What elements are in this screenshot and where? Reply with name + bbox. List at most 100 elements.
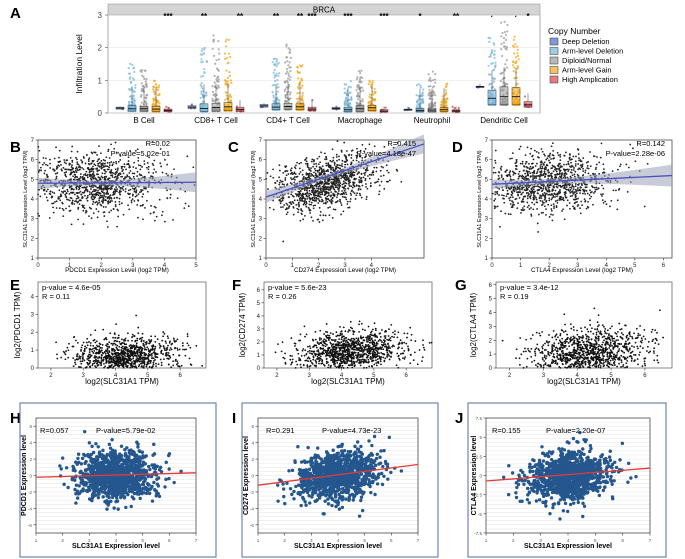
data-point: [86, 185, 88, 188]
data-point: [217, 58, 221, 61]
data-point: [546, 157, 549, 160]
data-point: [90, 162, 93, 165]
data-point: [584, 192, 587, 195]
data-point: [313, 187, 316, 190]
data-point: [349, 163, 352, 166]
data-point: [527, 186, 530, 189]
data-point: [76, 150, 79, 153]
data-point: [370, 83, 373, 86]
data-point: [293, 181, 296, 184]
data-point: [108, 177, 111, 180]
data-point: [131, 172, 134, 175]
data-point: [88, 193, 91, 196]
data-point: [97, 186, 100, 189]
data-point: [95, 185, 97, 188]
data-point: [544, 154, 546, 157]
data-point: [361, 98, 364, 101]
data-point: [515, 168, 518, 171]
data-point: [541, 200, 544, 202]
data-point: [320, 167, 323, 170]
data-point: [212, 99, 215, 102]
data-point: [139, 204, 142, 207]
data-point: [579, 192, 581, 194]
data-point: [528, 162, 530, 165]
data-point: [318, 206, 321, 209]
data-point: [611, 170, 614, 173]
data-point: [321, 193, 324, 196]
data-point: [553, 157, 556, 159]
data-point: [574, 195, 577, 198]
data-point: [302, 101, 305, 104]
data-point: [76, 161, 79, 164]
data-point: [145, 93, 149, 97]
data-point: [356, 98, 360, 101]
data-point: [383, 187, 386, 190]
data-point: [280, 206, 282, 209]
data-point: [99, 194, 102, 197]
data-point: [338, 187, 341, 190]
legend-swatch: [549, 37, 559, 46]
data-point: [329, 206, 331, 209]
data-point: [375, 181, 378, 183]
data-point: [325, 162, 328, 165]
significance-mark: **: [297, 12, 304, 21]
data-point: [440, 100, 443, 104]
data-point: [308, 203, 311, 206]
data-point: [304, 199, 306, 201]
data-point: [37, 212, 39, 215]
data-point: [532, 174, 534, 177]
data-point: [81, 196, 84, 199]
data-point: [298, 162, 301, 165]
data-point: [300, 161, 302, 164]
data-point: [504, 212, 507, 215]
data-point: [359, 102, 362, 105]
data-point: [344, 188, 347, 190]
data-point: [515, 83, 518, 86]
data-point: [363, 174, 366, 176]
data-point: [309, 198, 312, 201]
data-point: [356, 173, 359, 176]
data-point: [602, 187, 605, 190]
data-point: [304, 159, 306, 161]
data-point: [38, 149, 41, 152]
data-point: [568, 202, 571, 204]
data-point: [88, 170, 91, 173]
data-point: [586, 167, 589, 170]
data-point: [298, 173, 301, 175]
data-point: [275, 60, 278, 63]
data-point: [63, 161, 66, 164]
data-point: [528, 190, 531, 192]
data-point: [492, 42, 495, 45]
data-point: [603, 171, 606, 174]
data-point: [275, 96, 279, 99]
data-point: [609, 205, 611, 208]
data-point: [215, 58, 218, 62]
data-point: [153, 219, 156, 222]
data-point: [155, 88, 158, 91]
data-point: [84, 211, 87, 214]
data-point: [186, 155, 189, 158]
data-point: [101, 163, 104, 166]
data-point: [45, 190, 48, 193]
data-point: [80, 193, 83, 196]
data-point: [49, 167, 52, 169]
data-point: [540, 173, 543, 176]
data-point: [490, 49, 494, 52]
data-point: [96, 203, 99, 206]
data-point: [43, 189, 45, 192]
data-point: [229, 55, 232, 58]
data-point: [501, 189, 504, 192]
data-point: [278, 164, 281, 167]
significance-mark: **: [273, 12, 280, 21]
data-point: [558, 172, 561, 175]
data-point: [288, 48, 292, 51]
data-point: [563, 169, 566, 172]
panel-letter-I: I: [232, 410, 236, 427]
data-point: [341, 159, 344, 162]
data-point: [549, 152, 552, 155]
data-point: [51, 191, 54, 194]
data-point: [556, 186, 559, 189]
data-point: [46, 199, 49, 202]
strip-title: BRCA: [313, 6, 336, 15]
data-point: [310, 201, 313, 204]
